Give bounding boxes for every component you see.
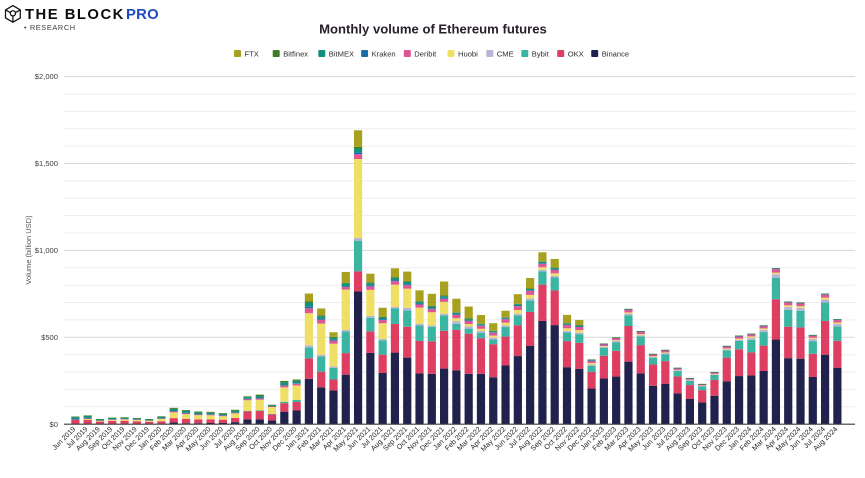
svg-text:$1,500: $1,500: [35, 159, 58, 168]
svg-text:$500: $500: [41, 333, 58, 342]
svg-text:BitMEX: BitMEX: [329, 50, 354, 59]
svg-text:Deribit: Deribit: [414, 50, 437, 59]
svg-text:Kraken: Kraken: [372, 50, 396, 59]
svg-text:$1,000: $1,000: [35, 246, 58, 255]
svg-text:• RESEARCH: • RESEARCH: [24, 23, 76, 32]
svg-text:THE BLOCK: THE BLOCK: [25, 7, 125, 23]
svg-text:Bybit: Bybit: [532, 50, 550, 59]
svg-text:Bitfinex: Bitfinex: [283, 50, 308, 59]
svg-text:Volume (billion USD): Volume (billion USD): [24, 215, 33, 285]
svg-text:Monthly volume of Ethereum fut: Monthly volume of Ethereum futures: [319, 21, 547, 36]
svg-text:$0: $0: [50, 420, 58, 429]
svg-text:FTX: FTX: [245, 50, 259, 59]
svg-text:Binance: Binance: [602, 50, 629, 59]
svg-text:PRO: PRO: [126, 7, 159, 23]
svg-text:CME: CME: [497, 50, 514, 59]
svg-text:OKX: OKX: [568, 50, 584, 59]
svg-text:$2,000: $2,000: [35, 72, 58, 81]
svg-text:Huobi: Huobi: [458, 50, 478, 59]
